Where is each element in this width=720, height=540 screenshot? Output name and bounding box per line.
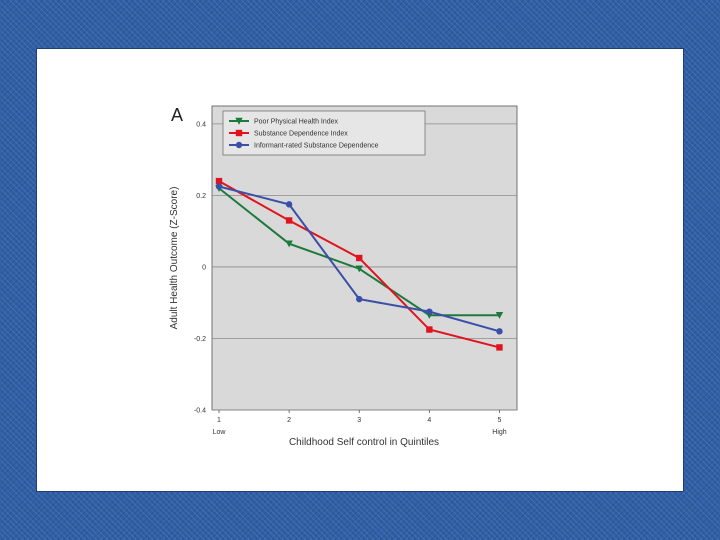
data-point	[285, 217, 293, 224]
data-point	[496, 344, 503, 351]
x-sub-label: Low	[213, 429, 227, 436]
legend-marker	[235, 141, 243, 149]
data-point	[215, 183, 223, 190]
series-square	[215, 177, 503, 351]
legend-marker	[235, 117, 243, 125]
data-point	[426, 326, 433, 333]
line-chart: -0.4 -0.2 0 0.2 0.4 1 Low 2 3 4 5 High Poor Physic…	[169, 105, 518, 448]
slide: -0.4 -0.2 0 0.2 0.4 1 Low 2 3 4 5 High Poor Physic…	[36, 48, 684, 492]
y-axis-title: Adult Health Outcome (Z-Score)	[169, 187, 180, 330]
data-point	[496, 328, 503, 335]
x-tick-label: 3	[357, 417, 361, 424]
series-circle	[215, 183, 503, 335]
data-point	[215, 177, 223, 185]
data-point	[426, 308, 433, 315]
plot-background	[211, 105, 518, 411]
x-tick-label: 1	[217, 417, 221, 424]
x-tick-label: 2	[287, 417, 291, 424]
x-tick-label: 4	[427, 417, 431, 424]
data-point	[285, 240, 293, 248]
x-tick-label: 5	[498, 417, 502, 424]
x-axis-title: Childhood Self control in Quintiles	[289, 437, 439, 448]
y-tick-label: -0.2	[194, 336, 206, 343]
legend-label: Substance Dependence Index	[254, 131, 348, 138]
data-point	[355, 265, 363, 273]
data-point	[285, 201, 293, 208]
legend-marker	[235, 129, 243, 137]
y-tick-label: -0.4	[194, 408, 206, 415]
y-tick-label: 0	[202, 264, 206, 271]
data-point	[495, 312, 504, 319]
data-point	[356, 254, 363, 262]
y-tick-label: 0.2	[196, 193, 206, 200]
legend-box	[222, 110, 426, 156]
legend-label: Poor Physical Health Index	[254, 119, 339, 126]
data-point	[356, 295, 363, 303]
x-sub-label: High	[492, 429, 507, 436]
y-tick-label: 0.4	[196, 121, 206, 128]
legend-label: Informant-rated Substance Dependence	[254, 143, 379, 150]
panel-label: A	[171, 105, 183, 125]
